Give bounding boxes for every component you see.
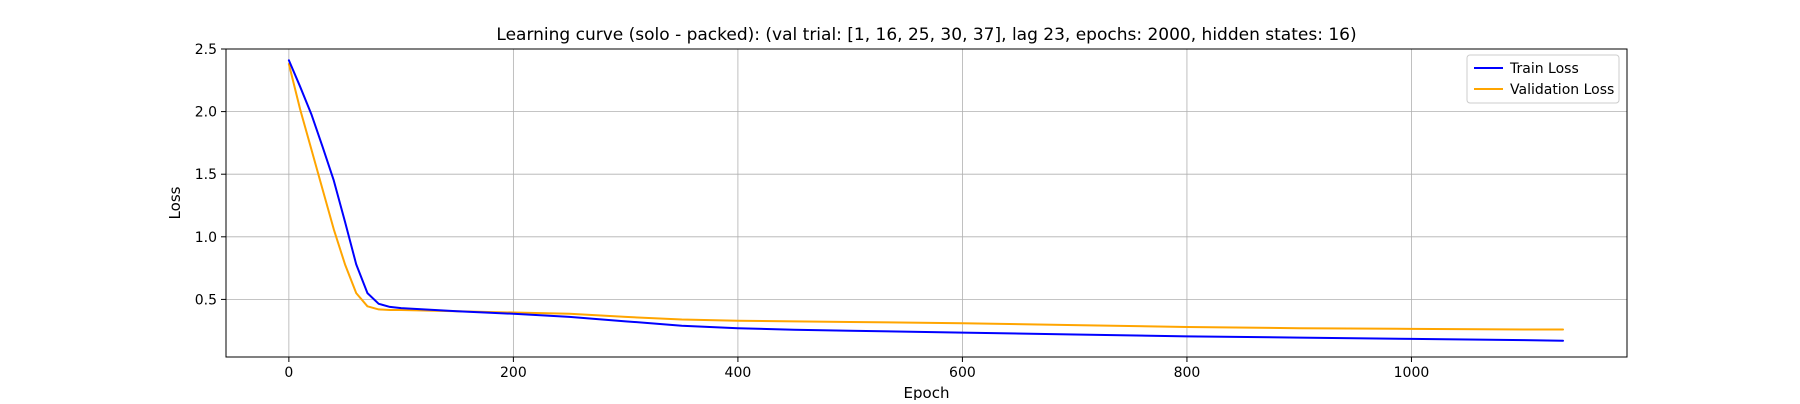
series-line-validation-loss [287,63,1565,331]
x-tick-label: 200 [500,365,527,381]
plot-frame [225,48,1628,358]
legend-box [1466,54,1620,104]
y-tick-label: 1.0 [195,230,217,246]
axis-ticks: 0 200 400 600 800 1000 0.5 1.0 1.5 2.0 2.5 [195,42,1430,381]
series-line-train-loss [287,59,1565,342]
x-tick-label: 400 [725,365,752,381]
y-tick-label: 1.5 [195,167,217,183]
x-axis-label: Epoch [904,384,950,400]
x-tick-label: 600 [949,365,976,381]
legend-label-train-loss: Train Loss [1509,61,1579,77]
x-tick-label: 0 [284,365,293,381]
chart-title: Learning curve (solo - packed): (val tri… [496,25,1356,45]
x-tick-label: 1000 [1394,365,1430,381]
y-tick-label: 0.5 [195,292,217,308]
y-tick-label: 2.5 [195,42,217,58]
y-axis-label: Loss [166,186,184,219]
legend: Train Loss Validation Loss [1466,54,1620,104]
series-lines [287,59,1565,342]
y-tick-label: 2.0 [195,105,217,121]
x-tick-label: 800 [1174,365,1201,381]
legend-label-validation-loss: Validation Loss [1510,82,1614,98]
